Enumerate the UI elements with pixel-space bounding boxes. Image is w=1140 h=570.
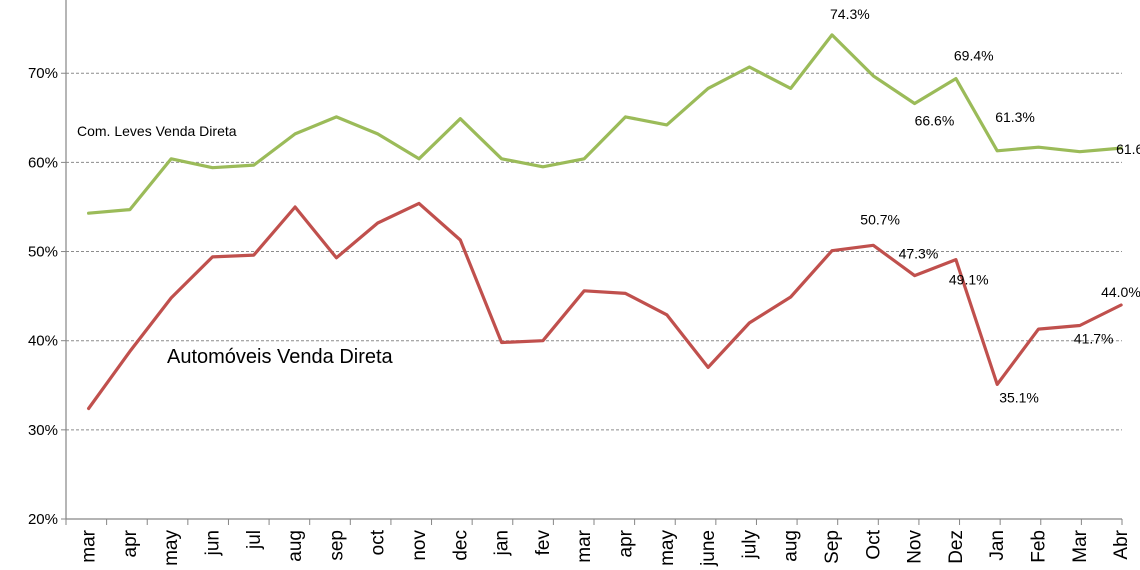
y-tick-label: 30% — [28, 422, 58, 439]
x-tick-label: may — [161, 530, 182, 566]
x-tick-label: mar — [79, 529, 100, 562]
data-label: 69.4% — [954, 48, 994, 64]
x-tick-label: jul — [244, 530, 265, 550]
x-tick-label: Jan — [987, 530, 1008, 561]
x-tick-label: oct — [368, 529, 389, 555]
y-tick-label: 60% — [28, 154, 58, 171]
series-line-1 — [86, 201, 1123, 411]
x-tick-label: aug — [781, 530, 802, 562]
series-name-label: Automóveis Venda Direta — [167, 346, 394, 368]
series-name-label: Com. Leves Venda Direta — [77, 123, 237, 139]
y-tick-label: 40% — [28, 333, 58, 350]
y-tick-label: 70% — [28, 65, 58, 82]
data-label: 47.3% — [899, 246, 939, 262]
data-label: 35.1% — [999, 389, 1039, 405]
x-tick-label: fev — [533, 530, 554, 556]
series-line-0 — [86, 33, 1123, 215]
data-label: 44.0% — [1101, 284, 1140, 300]
x-tick-label: apr — [616, 529, 637, 557]
x-tick-label: sep — [326, 530, 347, 561]
x-tick-label: Sep — [822, 530, 843, 564]
x-tick-label: jun — [203, 530, 224, 556]
x-tick-label: nov — [409, 530, 430, 561]
x-tick-label: Dez — [946, 530, 967, 564]
x-tick-label: Mar — [1070, 529, 1091, 562]
data-label: 50.7% — [860, 211, 900, 227]
x-tick-label: dec — [450, 530, 471, 561]
x-tick-label: aug — [285, 530, 306, 562]
x-tick-label: july — [739, 530, 760, 560]
x-tick-label: jan — [492, 530, 513, 556]
x-tick-label: Oct — [863, 529, 884, 559]
data-label: 61.6% — [1116, 141, 1140, 157]
axes: 20%30%40%50%60%70%mar apr may jun jul aug sep o… — [28, 0, 1132, 567]
y-tick-label: 20% — [28, 511, 58, 528]
data-label: 61.3% — [995, 109, 1035, 125]
x-tick-label: Nov — [905, 530, 926, 564]
x-tick-label: june — [698, 530, 719, 567]
x-tick-label: Feb — [1029, 530, 1050, 563]
labels-group: 74.3% 66.6% 69.4% 61.3% 61.6% 50.7% 47.3% 49.1%… — [77, 6, 1140, 405]
data-label: 66.6% — [915, 113, 955, 129]
gridlines — [66, 72, 1122, 431]
data-label: 41.7% — [1074, 331, 1114, 347]
y-tick-label: 50% — [28, 244, 58, 261]
x-tick-label: mar — [574, 529, 595, 562]
x-tick-label: may — [657, 530, 678, 566]
series-group — [86, 33, 1123, 411]
data-label: 49.1% — [949, 272, 989, 288]
x-tick-label: Abr — [1111, 529, 1132, 559]
data-label: 74.3% — [830, 6, 870, 22]
x-tick-label: apr — [120, 529, 141, 557]
